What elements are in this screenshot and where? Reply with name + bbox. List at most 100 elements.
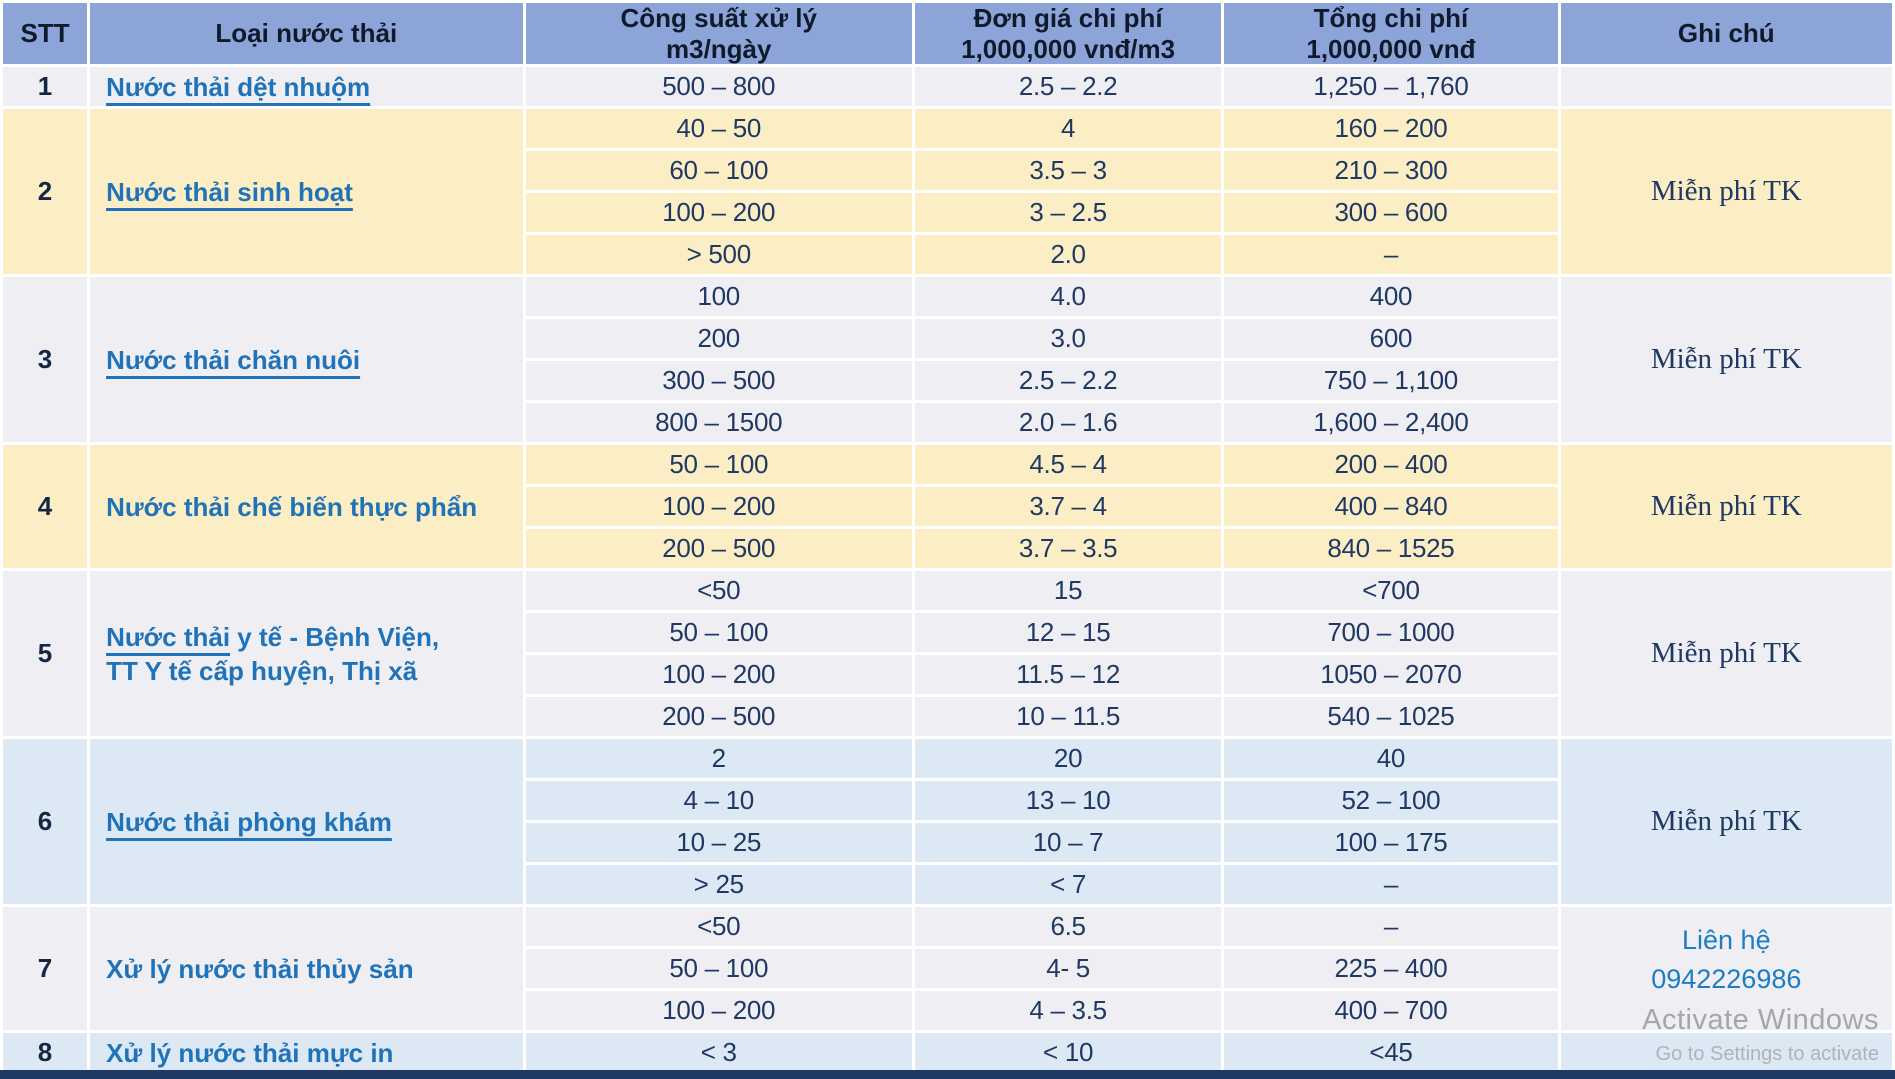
stt-cell: 7 xyxy=(3,907,88,1031)
unit-price-cell: 10 – 7 xyxy=(914,823,1222,863)
wastewater-type-link[interactable]: Nước thải sinh hoạt xyxy=(106,176,353,207)
unit-price-cell: 15 xyxy=(914,571,1222,611)
wastewater-type-cell: Xử lý nước thải mực in xyxy=(90,1033,523,1073)
capacity-cell: 500 – 800 xyxy=(525,67,912,107)
unit-price-cell: 13 – 10 xyxy=(914,781,1222,821)
bottom-navy-bar xyxy=(0,1070,1895,1079)
wastewater-type-link[interactable]: Nước thải phòng khám xyxy=(106,806,392,837)
table-row: 5 Nước thải y tế - Bệnh Viện, TT Y tế cấp … xyxy=(3,571,1892,737)
note-cell: Miễn phí TK xyxy=(1560,571,1892,737)
table-row: 60 – 100 3.5 – 3 210 – 300 xyxy=(3,151,1892,191)
capacity-cell: <50 xyxy=(525,571,912,611)
table-row: 300 – 500 2.5 – 2.2 750 – 1,100 xyxy=(3,361,1892,401)
capacity-cell: 100 – 200 xyxy=(525,193,912,233)
note-cell: Miễn phí TK xyxy=(1560,445,1892,569)
unit-price-cell: 6.5 xyxy=(914,907,1222,947)
unit-price-cell: 3.7 – 4 xyxy=(914,487,1222,527)
unit-price-cell: 3.7 – 3.5 xyxy=(914,529,1222,569)
unit-price-cell: 4.5 – 4 xyxy=(914,445,1222,485)
contact-note-cell: Liên hệ 0942226986 xyxy=(1560,907,1892,1031)
column-header-note: Ghi chú xyxy=(1560,3,1892,65)
unit-price-cell: < 10 xyxy=(914,1033,1222,1073)
table-row: 8 Xử lý nước thải mực in < 3 < 10 <45 xyxy=(3,1033,1892,1073)
capacity-cell: 200 – 500 xyxy=(525,697,912,737)
wastewater-type-text: Xử lý nước thải mực in xyxy=(106,1037,394,1068)
total-cost-cell: <700 xyxy=(1224,571,1558,611)
capacity-cell: 800 – 1500 xyxy=(525,403,912,443)
unit-price-cell: 4- 5 xyxy=(914,949,1222,989)
unit-price-cell: 2.0 xyxy=(914,235,1222,275)
total-cost-cell: 200 – 400 xyxy=(1224,445,1558,485)
capacity-cell: < 3 xyxy=(525,1033,912,1073)
table-row: 100 – 200 3 – 2.5 300 – 600 xyxy=(3,193,1892,233)
total-cost-cell: 160 – 200 xyxy=(1224,109,1558,149)
unit-price-cell: 2.5 – 2.2 xyxy=(914,361,1222,401)
capacity-cell: 50 – 100 xyxy=(525,949,912,989)
wastewater-type-link[interactable]: Nước thải dệt nhuộm xyxy=(106,71,371,102)
total-cost-cell: 1,250 – 1,760 xyxy=(1224,67,1558,107)
wastewater-type-text: TT Y tế cấp huyện, Thị xã xyxy=(106,655,418,686)
table-row: > 500 2.0– xyxy=(3,235,1892,275)
note-cell: Miễn phí TK xyxy=(1560,739,1892,905)
total-cost-cell: – xyxy=(1224,865,1558,905)
unit-price-cell: 10 – 11.5 xyxy=(914,697,1222,737)
unit-price-cell: 4 xyxy=(914,109,1222,149)
note-cell xyxy=(1560,1033,1892,1073)
header-row: STT Loại nước thải Công suất xử lý m3/ngày Đ… xyxy=(3,3,1892,65)
total-cost-cell: 540 – 1025 xyxy=(1224,697,1558,737)
column-header-stt: STT xyxy=(3,3,88,65)
table-row: 7 Xử lý nước thải thủy sản <50 6.5– Liên hệ 0… xyxy=(3,907,1892,1031)
table-row: > 25 < 7– xyxy=(3,865,1892,905)
wastewater-type-link[interactable]: Nước thải xyxy=(106,621,231,652)
table-row: 1 Nước thải dệt nhuộm 500 – 800 2.5 – 2.2 1,… xyxy=(3,67,1892,107)
unit-price-cell: 4 – 3.5 xyxy=(914,991,1222,1031)
wastewater-type-cell: Nước thải chế biến thực phẩn xyxy=(90,445,523,569)
total-cost-cell: 210 – 300 xyxy=(1224,151,1558,191)
table-row: 4 Nước thải chế biến thực phẩn 50 – 100 4.5… xyxy=(3,445,1892,569)
total-cost-cell: – xyxy=(1224,907,1558,947)
wastewater-type-text: Xử lý nước thải thủy sản xyxy=(106,953,414,984)
wastewater-type-cell: Nước thải dệt nhuộm xyxy=(90,67,523,107)
column-header-unit_price: Đơn giá chi phí 1,000,000 vnđ/m3 xyxy=(914,3,1222,65)
table-row: 200 – 500 10 – 11.5 540 – 1025 xyxy=(3,697,1892,737)
capacity-cell: 50 – 100 xyxy=(525,445,912,485)
wastewater-type-cell: Nước thải sinh hoạt xyxy=(90,109,523,275)
total-cost-cell: – xyxy=(1224,235,1558,275)
table-row: 100 – 200 4 – 3.5 400 – 700 xyxy=(3,991,1892,1031)
capacity-cell: 100 – 200 xyxy=(525,655,912,695)
capacity-cell: 200 – 500 xyxy=(525,529,912,569)
wastewater-type-cell: Nước thải chăn nuôi xyxy=(90,277,523,443)
table-row: 200 – 500 3.7 – 3.5 840 – 1525 xyxy=(3,529,1892,569)
capacity-cell: 200 xyxy=(525,319,912,359)
table-row: 50 – 100 4- 5 225 – 400 xyxy=(3,949,1892,989)
total-cost-cell: 40 xyxy=(1224,739,1558,779)
total-cost-cell: 1050 – 2070 xyxy=(1224,655,1558,695)
unit-price-cell: 3.5 – 3 xyxy=(914,151,1222,191)
table-row: 3 Nước thải chăn nuôi 100 4.0 400 Miễn phí TK xyxy=(3,277,1892,443)
total-cost-cell: 100 – 175 xyxy=(1224,823,1558,863)
total-cost-cell: 400 – 840 xyxy=(1224,487,1558,527)
total-cost-cell: 840 – 1525 xyxy=(1224,529,1558,569)
column-header-type: Loại nước thải xyxy=(90,3,523,65)
note-cell: Miễn phí TK xyxy=(1560,109,1892,275)
column-header-total: Tổng chi phí 1,000,000 vnđ xyxy=(1224,3,1558,65)
wastewater-type-cell: Xử lý nước thải thủy sản xyxy=(90,907,523,1031)
capacity-cell: 60 – 100 xyxy=(525,151,912,191)
unit-price-cell: 3 – 2.5 xyxy=(914,193,1222,233)
table-row: 100 – 200 3.7 – 4 400 – 840 xyxy=(3,487,1892,527)
unit-price-cell: 4.0 xyxy=(914,277,1222,317)
note-cell xyxy=(1560,67,1892,107)
capacity-cell: 40 – 50 xyxy=(525,109,912,149)
table-row: 10 – 25 10 – 7 100 – 175 xyxy=(3,823,1892,863)
wastewater-type-link[interactable]: Nước thải chăn nuôi xyxy=(106,344,361,375)
capacity-cell: > 500 xyxy=(525,235,912,275)
stt-cell: 6 xyxy=(3,739,88,905)
table-body: 1 Nước thải dệt nhuộm 500 – 800 2.5 – 2.2 1,… xyxy=(3,67,1892,1073)
table-row: 200 3.0 600 xyxy=(3,319,1892,359)
table-row: 4 – 10 13 – 10 52 – 100 xyxy=(3,781,1892,821)
unit-price-cell: 12 – 15 xyxy=(914,613,1222,653)
stt-cell: 5 xyxy=(3,571,88,737)
stt-cell: 1 xyxy=(3,67,88,107)
stt-cell: 8 xyxy=(3,1033,88,1073)
stt-cell: 4 xyxy=(3,445,88,569)
